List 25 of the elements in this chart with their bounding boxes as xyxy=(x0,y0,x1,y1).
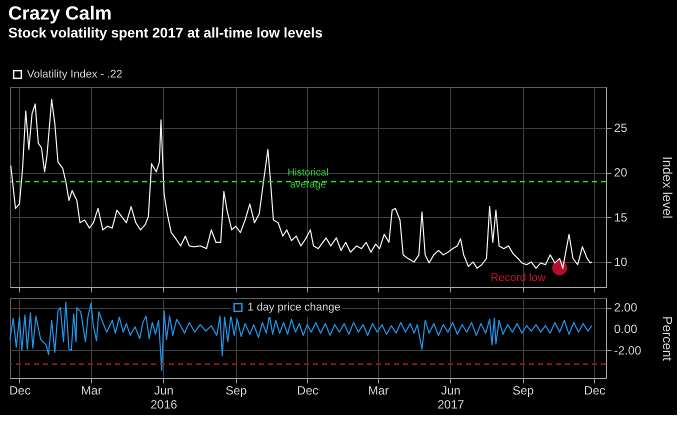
x-tick-label: Jun 2016 xyxy=(150,384,178,412)
y-tick-label: 0.00 xyxy=(614,322,638,336)
y-axis-title: Percent xyxy=(660,316,675,362)
x-tick-label: Mar xyxy=(81,384,102,398)
x-tick-label: Mar xyxy=(368,384,389,398)
line-series xyxy=(9,302,592,372)
x-tick-label: Dec xyxy=(9,384,31,398)
y-tick-label: 15 xyxy=(614,210,628,224)
y-tick-label: 10 xyxy=(614,255,628,269)
x-tick-label: Dec xyxy=(584,384,606,398)
y-tick-label: 20 xyxy=(614,166,628,180)
x-tick-label: Sep xyxy=(225,384,248,398)
y-tick-label: 2.00 xyxy=(614,300,638,315)
y-axis-title: Index level xyxy=(660,156,675,219)
annotation: Record low xyxy=(490,272,546,284)
y-tick-label: -2.00 xyxy=(614,343,642,358)
legend-label: Volatility Index - .22 xyxy=(27,68,122,80)
x-tick-label: Sep xyxy=(512,384,534,398)
chart-subtitle: Stock volatility spent 2017 at all-time low levels xyxy=(8,24,323,40)
y-tick-label: 25 xyxy=(614,121,628,136)
x-tick-label: Jun 2017 xyxy=(437,384,464,412)
x-tick-label: Dec xyxy=(297,384,318,398)
chart-title: Crazy Calm xyxy=(8,4,112,24)
legend-label: 1 day price change xyxy=(248,302,340,314)
ref-line-label: Historical average xyxy=(287,168,329,191)
